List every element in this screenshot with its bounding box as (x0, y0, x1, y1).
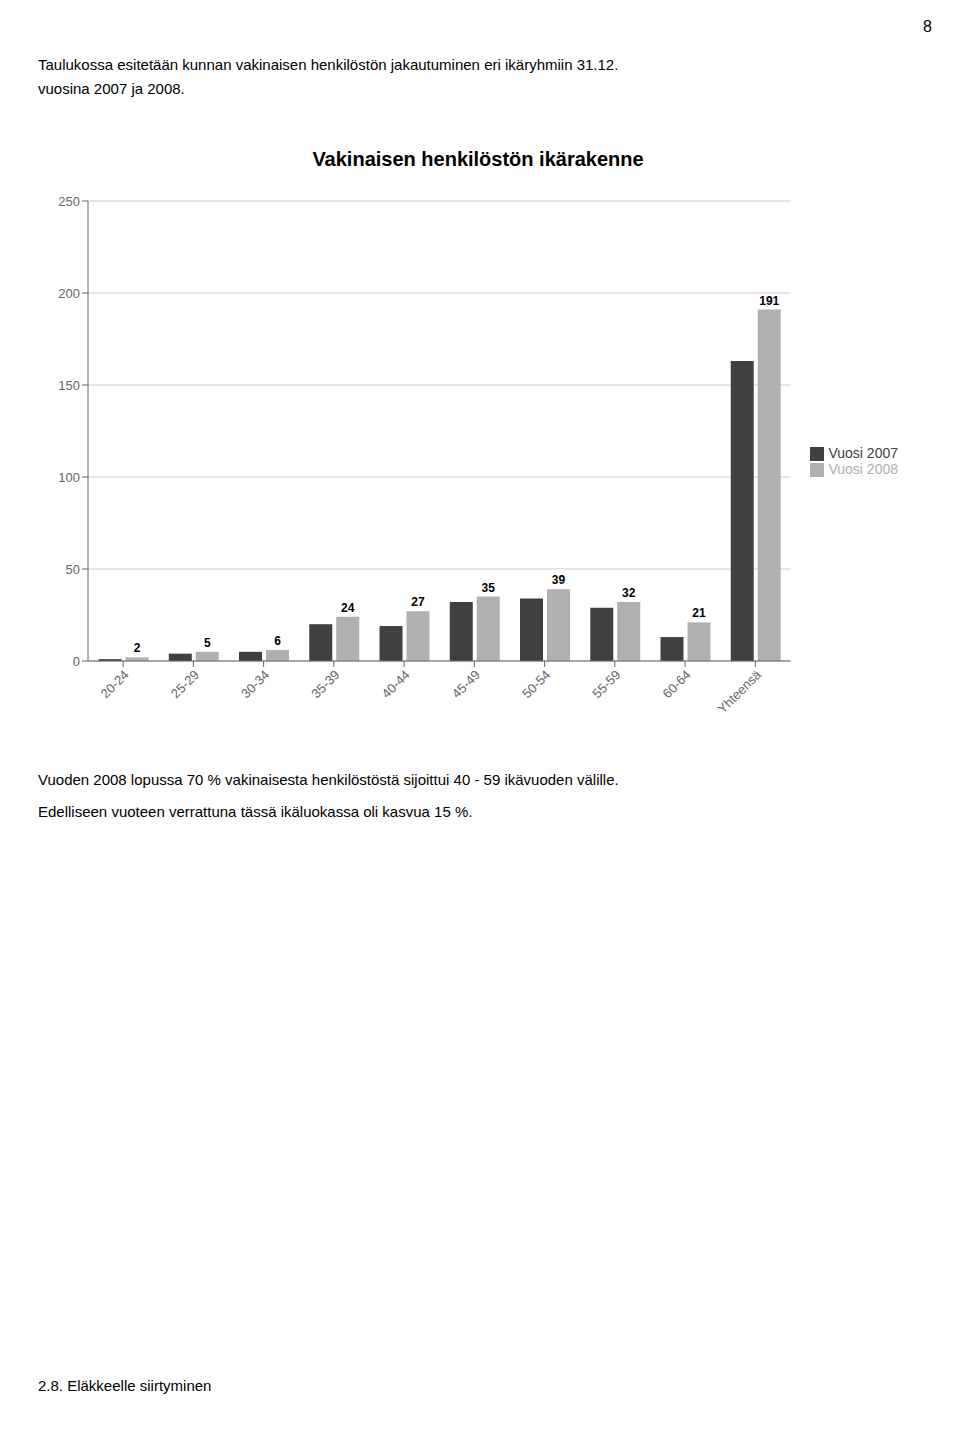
svg-text:27: 27 (411, 595, 425, 609)
svg-text:0: 0 (73, 654, 80, 669)
svg-text:6: 6 (274, 634, 281, 648)
svg-text:191: 191 (759, 294, 779, 308)
svg-text:50-54: 50-54 (519, 667, 553, 701)
svg-text:45-49: 45-49 (449, 667, 483, 701)
html-text:Taulukossa esitetään kunnan va: Taulukossa esitetään kunnan vakinaisen h… (38, 56, 619, 97)
svg-text:20-24: 20-24 (98, 667, 132, 701)
svg-text:35: 35 (482, 581, 496, 595)
svg-text:100: 100 (58, 470, 80, 485)
svg-text:24: 24 (341, 601, 355, 615)
html-text:Vakinaisen henkilöstön ikärake: Vakinaisen henkilöstön ikärakenne (312, 148, 644, 170)
svg-text:5: 5 (204, 636, 211, 650)
svg-text:35-39: 35-39 (308, 667, 342, 701)
svg-text:55-59: 55-59 (589, 667, 623, 701)
svg-text:40-44: 40-44 (379, 667, 413, 701)
svg-text:Yhteensä: Yhteensä (715, 667, 765, 717)
svg-text:200: 200 (58, 286, 80, 301)
svg-text:250: 250 (58, 194, 80, 209)
html-text:Vuosi 2008: Vuosi 2008 (828, 461, 898, 477)
svg-text:60-64: 60-64 (660, 667, 694, 701)
svg-text:25-29: 25-29 (168, 667, 202, 701)
svg-text:50: 50 (66, 562, 80, 577)
svg-text:39: 39 (552, 573, 566, 587)
svg-text:30-34: 30-34 (238, 667, 272, 701)
html-text:2.8. Eläkkeelle siirtyminen: 2.8. Eläkkeelle siirtyminen (38, 1377, 212, 1394)
svg-text:2: 2 (134, 641, 141, 655)
html-text:Edelliseen vuoteen verrattuna: Edelliseen vuoteen verrattuna tässä ikäl… (38, 803, 473, 820)
html-text:8: 8 (923, 18, 932, 35)
html-text:Vuosi 2007: Vuosi 2007 (828, 444, 898, 461)
svg-text:150: 150 (58, 378, 80, 393)
html-text:Vuoden 2008 lopussa 70 % vakin: Vuoden 2008 lopussa 70 % vakinaisesta he… (38, 771, 619, 788)
svg-text:32: 32 (622, 586, 636, 600)
svg-text:21: 21 (692, 606, 706, 620)
